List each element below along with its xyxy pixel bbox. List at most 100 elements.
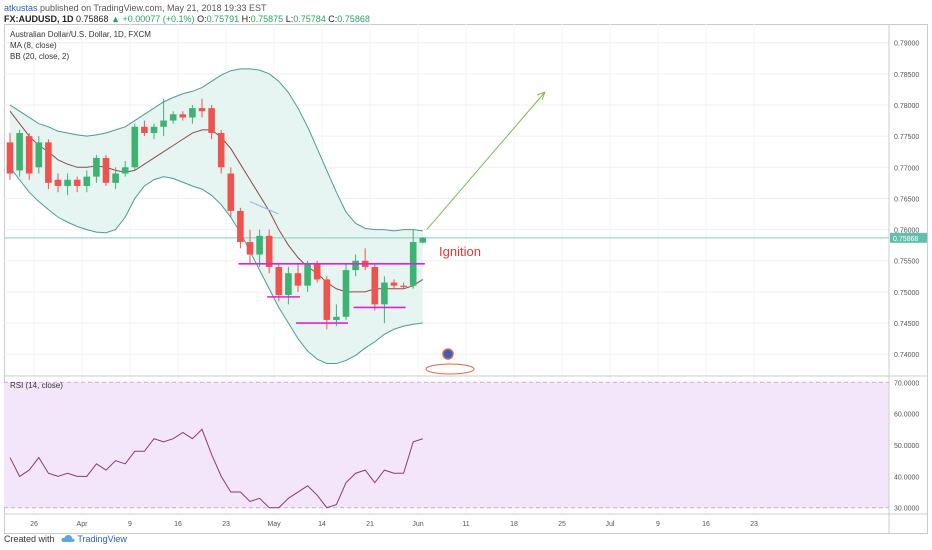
candle-bear	[25, 136, 33, 174]
publish-info: atkustas published on TradingView.com, M…	[4, 3, 267, 13]
time-tick-label: 16	[702, 521, 710, 528]
bb-band-fill	[10, 68, 423, 364]
rsi-band-fill	[4, 382, 889, 508]
candle-bull	[169, 114, 177, 121]
candle-bear	[208, 108, 215, 134]
candle-bear	[294, 273, 302, 286]
time-tick-label: 25	[558, 521, 566, 528]
ohlc-open: 0.75791	[206, 14, 240, 24]
price-tick-label: 0.78000	[894, 103, 919, 110]
ignition-annotation: Ignition	[439, 244, 481, 259]
current-price-label: 0.75868	[893, 236, 918, 243]
chart-svg[interactable]: 0.75868 0.79000 0.78500 0.78000 0.77500 0.77…	[4, 24, 928, 534]
candle-bull	[189, 108, 196, 118]
last-price: 0.75868	[76, 14, 109, 24]
candle-bull	[352, 260, 359, 271]
candle-bear	[217, 133, 225, 168]
candle-bear	[227, 173, 235, 211]
candle-bull	[35, 142, 43, 168]
time-tick-label: Jul	[606, 521, 615, 528]
candle-bull	[419, 237, 427, 243]
au-flag-event-icon[interactable]	[442, 348, 454, 360]
candle-bear	[390, 282, 398, 286]
trend-line	[249, 201, 280, 215]
time-tick-label: 26	[30, 521, 38, 528]
time-tick-label: 9	[656, 521, 660, 528]
chart-frame[interactable]: 0.75868 0.79000 0.78500 0.78000 0.77500 0.77…	[4, 24, 928, 534]
price-tick-label: 0.74000	[894, 352, 919, 359]
author-link[interactable]: atkustas	[4, 3, 38, 13]
published-text: published on TradingView.com, May 21, 20…	[40, 3, 267, 13]
footer: Created with TradingView	[4, 534, 928, 550]
time-tick-label: 23	[222, 521, 230, 528]
tradingview-logo-text[interactable]: TradingView	[77, 534, 127, 544]
candle-bull	[131, 126, 139, 168]
candle-bear	[198, 108, 206, 112]
candle-bear	[371, 266, 379, 305]
bb-upper-line	[9, 68, 423, 232]
time-tick-label: 16	[174, 521, 182, 528]
candle-bear	[141, 126, 148, 134]
time-tick-label: 23	[750, 521, 758, 528]
candle-bear	[275, 266, 283, 296]
price-tick-label: 0.77500	[894, 134, 919, 141]
candle-bull	[150, 126, 158, 134]
price-tick-label: 0.78500	[894, 72, 919, 79]
ma-line	[9, 110, 424, 293]
price-tick-label: 0.75500	[894, 259, 919, 266]
event-markers[interactable]	[425, 348, 475, 375]
current-price-badge	[890, 232, 927, 243]
candle-bear	[179, 114, 187, 118]
ma-legend: MA (8, close)	[10, 41, 57, 50]
symbol-info: FX:AUDUSD, 1D 0.75868 ▲ +0.00077 (+0.1%)…	[4, 14, 370, 24]
candle-bear	[102, 157, 110, 183]
candle-bull	[285, 273, 292, 296]
price-tick-label: 0.76500	[894, 196, 919, 203]
time-tick-label: 9	[128, 521, 132, 528]
rsi-line	[9, 428, 423, 509]
candle-bull	[16, 133, 23, 171]
projection-arrowhead	[536, 91, 546, 101]
candle-bull	[64, 179, 71, 186]
bb-legend: BB (20, close, 2)	[10, 52, 69, 61]
candle-bear	[265, 235, 273, 267]
candle-bull	[112, 173, 119, 183]
time-tick-label: 14	[318, 521, 326, 528]
projection-arrow-line	[426, 91, 546, 230]
time-tick-label: 11	[462, 521, 469, 528]
time-tick-label: 18	[510, 521, 518, 528]
candle-bull	[304, 263, 311, 286]
candle-bull	[333, 316, 340, 320]
candle-bear	[246, 242, 254, 255]
candle-bull	[83, 176, 91, 186]
ohlc-high-label: H:	[241, 14, 251, 24]
candle-bear	[313, 263, 321, 280]
price-tick-label: 0.79000	[894, 41, 919, 48]
price-tick-label: 0.75000	[894, 290, 919, 297]
time-tick-label: Apr	[77, 521, 89, 528]
candle-bear	[45, 142, 52, 183]
chart-title: Australian Dollar/U.S. Dollar, 1D, FXCM	[10, 30, 151, 39]
price-tick-label: 0.77000	[894, 165, 919, 172]
rsi-tick-label: 50.0000	[894, 443, 919, 450]
price-tick-label: 0.76000	[894, 228, 919, 235]
time-tick-label: May	[267, 521, 281, 528]
rsi-tick-label: 30.0000	[894, 506, 919, 513]
candle-bull	[381, 282, 388, 305]
ohlc-low: 0.75784	[293, 14, 326, 24]
candle-bear	[237, 210, 244, 243]
created-with-text: Created with	[4, 534, 55, 544]
rsi-tick-label: 60.0000	[894, 412, 919, 419]
ohlc-close-label: C:	[328, 14, 338, 24]
bb-lower-line	[9, 166, 423, 365]
symbol-label: FX:AUDUSD, 1D	[4, 14, 74, 24]
candle-bear	[73, 179, 81, 186]
rsi-tick-label: 70.0000	[894, 380, 919, 387]
ohlc-low-label: L:	[285, 14, 294, 24]
time-tick-label: Jun	[412, 521, 423, 528]
candle-bull	[256, 235, 263, 255]
tradingview-cloud-icon	[61, 534, 75, 542]
time-tick-label: 21	[366, 521, 374, 528]
events-cluster-icon[interactable]	[425, 363, 475, 375]
candle-bear	[400, 285, 407, 287]
